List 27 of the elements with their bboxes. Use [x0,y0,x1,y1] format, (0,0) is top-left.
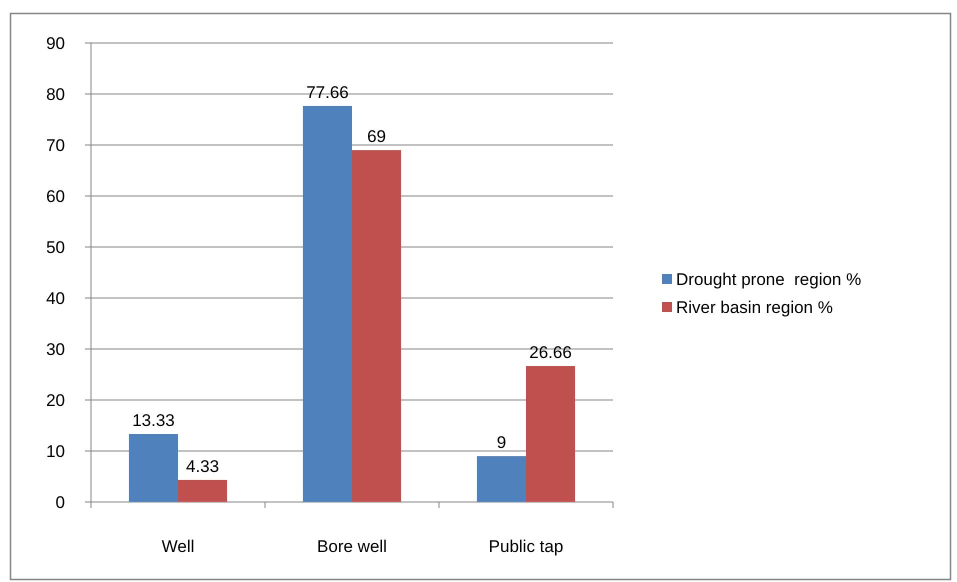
y-tick-label: 20 [46,390,65,410]
bar [526,366,576,502]
y-tick-label: 30 [46,340,65,359]
data-label: 13.33 [132,411,175,430]
bar [128,434,178,502]
data-label: 4.33 [186,456,220,476]
x-tick-label: Well [162,537,194,556]
y-tick-label: 90 [46,34,65,53]
bar [178,480,228,502]
data-label: 77.66 [306,82,349,102]
y-tick-label: 40 [46,288,65,308]
data-label: 26.66 [529,343,572,362]
data-label: 9 [496,433,506,452]
legend-label: Drought prone region % [676,270,862,289]
legend-label: River basin region % [676,298,833,317]
y-tick-label: 70 [46,136,65,155]
x-tick-label: Public tap [488,537,564,556]
x-tick-label: Bore well [317,537,387,556]
bar [302,106,352,502]
bar [476,456,526,502]
y-tick-label: 60 [46,186,65,206]
y-tick-label: 50 [46,238,65,257]
data-label: 69 [367,127,386,146]
y-tick-label: 0 [56,492,65,512]
y-tick-label: 80 [46,84,65,104]
y-tick-label: 10 [46,442,65,461]
bar [352,150,402,502]
